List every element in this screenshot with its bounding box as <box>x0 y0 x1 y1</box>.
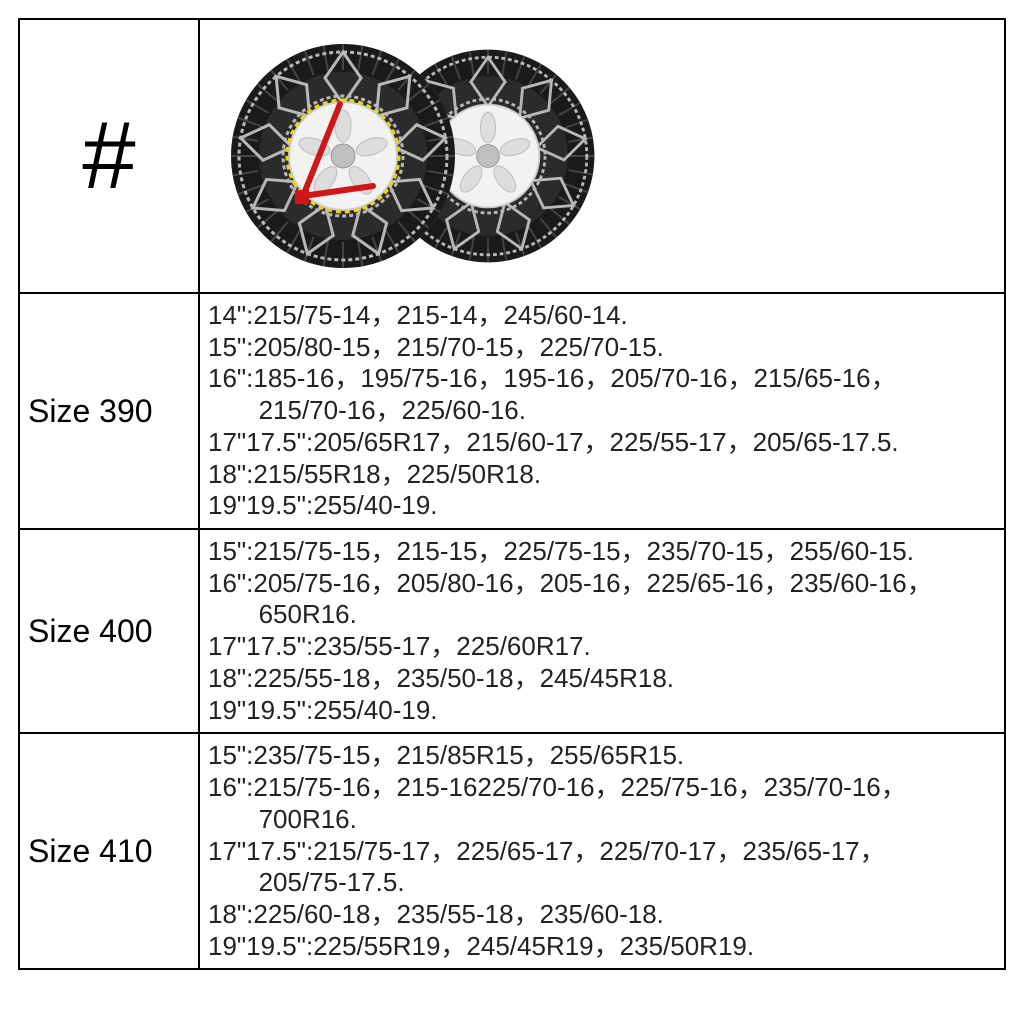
size-label: Size 410 <box>19 733 199 969</box>
spec-line: 650R16. <box>208 599 996 631</box>
spec-line: 17"17.5":235/55-17，225/60R17. <box>208 631 996 663</box>
spec-line: 16":185-16，195/75-16，195-16，205/70-16，21… <box>208 363 996 395</box>
spec-cell: 14":215/75-14，215-14，245/60-14. 15":205/… <box>199 293 1005 529</box>
spec-line: 205/75-17.5. <box>208 867 996 899</box>
spec-line: 19"19.5":255/40-19. <box>208 695 996 727</box>
spec-line: 215/70-16，225/60-16. <box>208 395 996 427</box>
spec-line: 18":225/60-18，235/55-18，235/60-18. <box>208 899 996 931</box>
spec-line: 15":205/80-15，215/70-15，225/70-15. <box>208 332 996 364</box>
spec-line: 14":215/75-14，215-14，245/60-14. <box>208 300 996 332</box>
table-row: Size 410 15":235/75-15，215/85R15，255/65R… <box>19 733 1005 969</box>
spec-line: 19"19.5":225/55R19，245/45R19，235/50R19. <box>208 931 996 963</box>
tire-chains-icon <box>208 36 628 276</box>
table-row: Size 400 15":215/75-15，215-15，225/75-15，… <box>19 529 1005 733</box>
spec-line: 15":235/75-15，215/85R15，255/65R15. <box>208 740 996 772</box>
spec-cell: 15":235/75-15，215/85R15，255/65R15. 16":2… <box>199 733 1005 969</box>
spec-cell: 15":215/75-15，215-15，225/75-15，235/70-15… <box>199 529 1005 733</box>
size-chart-table: # <box>18 18 1006 970</box>
spec-line: 17"17.5":205/65R17，215/60-17，225/55-17，2… <box>208 427 996 459</box>
hash-header: # <box>19 19 199 293</box>
spec-line: 16":205/75-16，205/80-16，205-16，225/65-16… <box>208 568 996 600</box>
spec-line: 19"19.5":255/40-19. <box>208 490 996 522</box>
spec-line: 18":215/55R18，225/50R18. <box>208 459 996 491</box>
spec-line: 16":215/75-16，215-16225/70-16，225/75-16，… <box>208 772 996 804</box>
page: # <box>0 0 1024 1024</box>
spec-line: 700R16. <box>208 804 996 836</box>
spec-line: 17"17.5":215/75-17，225/65-17，225/70-17，2… <box>208 836 996 868</box>
spec-line: 18":225/55-18，235/50-18，245/45R18. <box>208 663 996 695</box>
tire-image-cell <box>199 19 1005 293</box>
spec-line: 15":215/75-15，215-15，225/75-15，235/70-15… <box>208 536 996 568</box>
table-header-row: # <box>19 19 1005 293</box>
size-label: Size 390 <box>19 293 199 529</box>
size-label: Size 400 <box>19 529 199 733</box>
table-row: Size 390 14":215/75-14，215-14，245/60-14.… <box>19 293 1005 529</box>
table-body: # <box>19 19 1005 969</box>
